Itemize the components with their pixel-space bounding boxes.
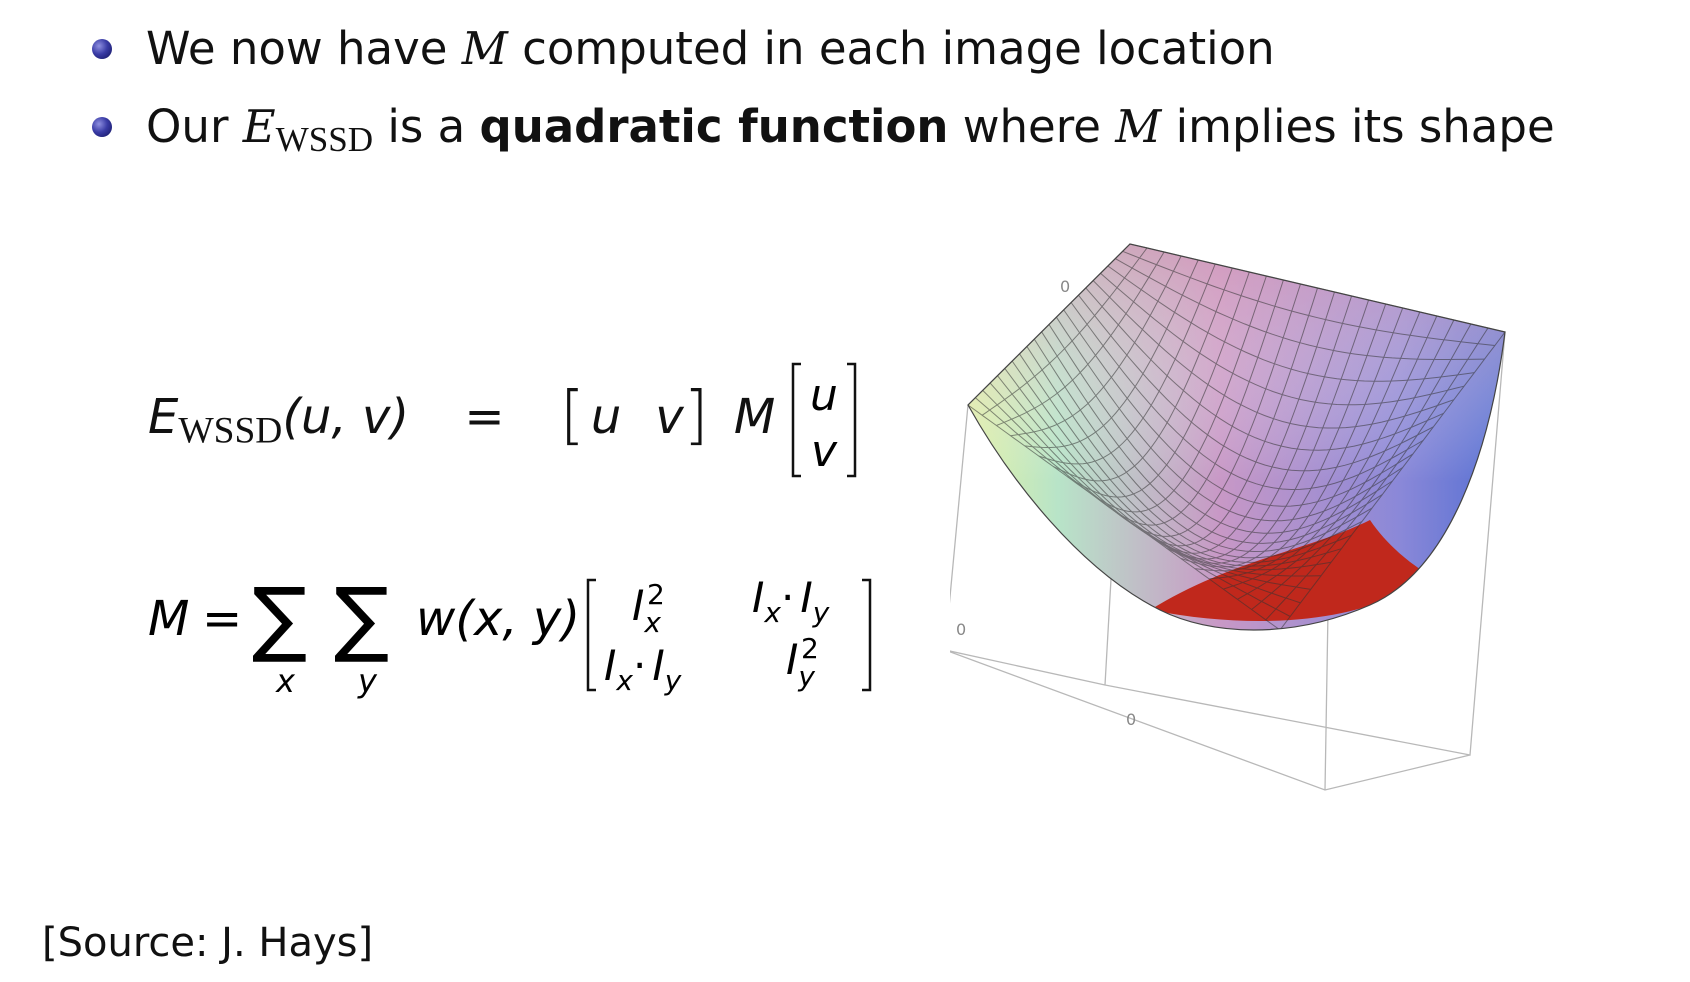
- bullet-dot-icon: [92, 39, 112, 59]
- bullet-2-text-end: implies its shape: [1161, 100, 1555, 153]
- eq2-equals: =: [202, 591, 242, 647]
- eq2-m22: Iy2: [786, 632, 819, 693]
- surface-mesh-line: [1194, 307, 1404, 572]
- surface-mesh-line: [1223, 315, 1438, 590]
- surface-mesh-line: [1122, 250, 1495, 346]
- axis-tick-top: 0: [1060, 277, 1070, 296]
- bullet-1-var-m: M: [461, 22, 508, 75]
- surface-mesh-line: [1152, 295, 1353, 560]
- bullet-2-var-e: E: [242, 100, 276, 153]
- eq1-lhs-e: E: [148, 389, 179, 445]
- surface-mesh-line: [1070, 302, 1424, 491]
- surface-mesh-line: [1180, 303, 1387, 568]
- eq2-m11: Ix2: [632, 578, 665, 639]
- eq1-column-vector: u v: [791, 360, 857, 480]
- surface-mesh-line: [1092, 280, 1455, 429]
- surface-mesh-line: [1085, 287, 1444, 451]
- bullet-2-sub-wssd: WSSD: [275, 119, 374, 159]
- eq2-m21: Ix· Iy: [604, 641, 682, 697]
- eq2-sum-y-symbol: ∑: [334, 571, 389, 666]
- bullet-2-text-where: where: [948, 100, 1116, 153]
- eq1-lhs-sub: WSSD: [178, 410, 283, 452]
- surface-mesh-line: [1237, 319, 1455, 600]
- surface-mesh-line: [1055, 316, 1403, 522]
- axis-tick-left: 0: [956, 620, 966, 639]
- surface-mesh-line: [1279, 331, 1505, 630]
- eq2-matrix-brackets: [586, 578, 872, 692]
- bullet-1-text-end: computed in each image location: [507, 22, 1275, 75]
- equation-ewssd: EWSSD(u, v) = [u v] M u v: [148, 360, 857, 480]
- plot-surface: [968, 244, 1505, 630]
- axis-tick-bottom: 0: [1126, 710, 1136, 729]
- eq1-row-left-bracket: [: [559, 379, 585, 453]
- bullet-2-text-mid: is a: [373, 100, 480, 153]
- eq1-col-v: v: [811, 426, 838, 477]
- surface-mesh-line: [1100, 272, 1465, 406]
- eq1-m: M: [733, 389, 776, 445]
- equation-m-definition: M = ∑ x ∑ y w(x, y) Ix2 Ix· Iy Ix· Iy Iy2: [148, 571, 872, 700]
- surface-mesh-line: [1137, 291, 1335, 554]
- surface-mesh-line: [1078, 294, 1434, 472]
- bullet-2-var-m: M: [1115, 100, 1162, 153]
- surface-mesh-line: [1209, 311, 1421, 580]
- bullet-1-text-start: We now have: [146, 22, 462, 75]
- surface-outline: [967, 243, 1506, 631]
- eq2-sum-x-index: x: [275, 662, 296, 700]
- eq1-col-u: u: [810, 370, 838, 421]
- quadratic-surface-plot: 0 0 0: [950, 243, 1506, 791]
- surface-mesh-line: [1115, 258, 1485, 360]
- eq2-lhs-m: M: [148, 591, 189, 647]
- eq1-row-right-bracket: ]: [683, 379, 709, 453]
- surface-mesh-line: [1251, 323, 1472, 610]
- eq1-column-brackets: u v: [791, 362, 856, 478]
- surface-mesh-line: [1123, 287, 1318, 547]
- eq1-equals: =: [464, 389, 505, 445]
- source-citation: [Source: J. Hays]: [42, 920, 374, 966]
- surface-mesh-line: [1265, 327, 1489, 621]
- eq2-sum-y-index: y: [357, 662, 378, 700]
- bullet-2-bold-text: quadratic function: [479, 100, 949, 153]
- eq2-m12: Ix· Iy: [752, 573, 830, 629]
- bullet-2-text-start: Our: [146, 100, 243, 153]
- eq1-row-v: v: [655, 389, 684, 445]
- eq2-weight: w(x, y): [416, 591, 580, 647]
- eq2-sum-x-symbol: ∑: [252, 571, 307, 666]
- bullet-dot-icon: [92, 117, 112, 137]
- surface-mesh-line: [1166, 299, 1370, 564]
- surface-mesh-line: [1063, 309, 1414, 507]
- eq1-args: (u, v): [282, 389, 410, 445]
- eq1-row-u: u: [590, 389, 622, 445]
- surface-mesh-line: [1107, 265, 1475, 382]
